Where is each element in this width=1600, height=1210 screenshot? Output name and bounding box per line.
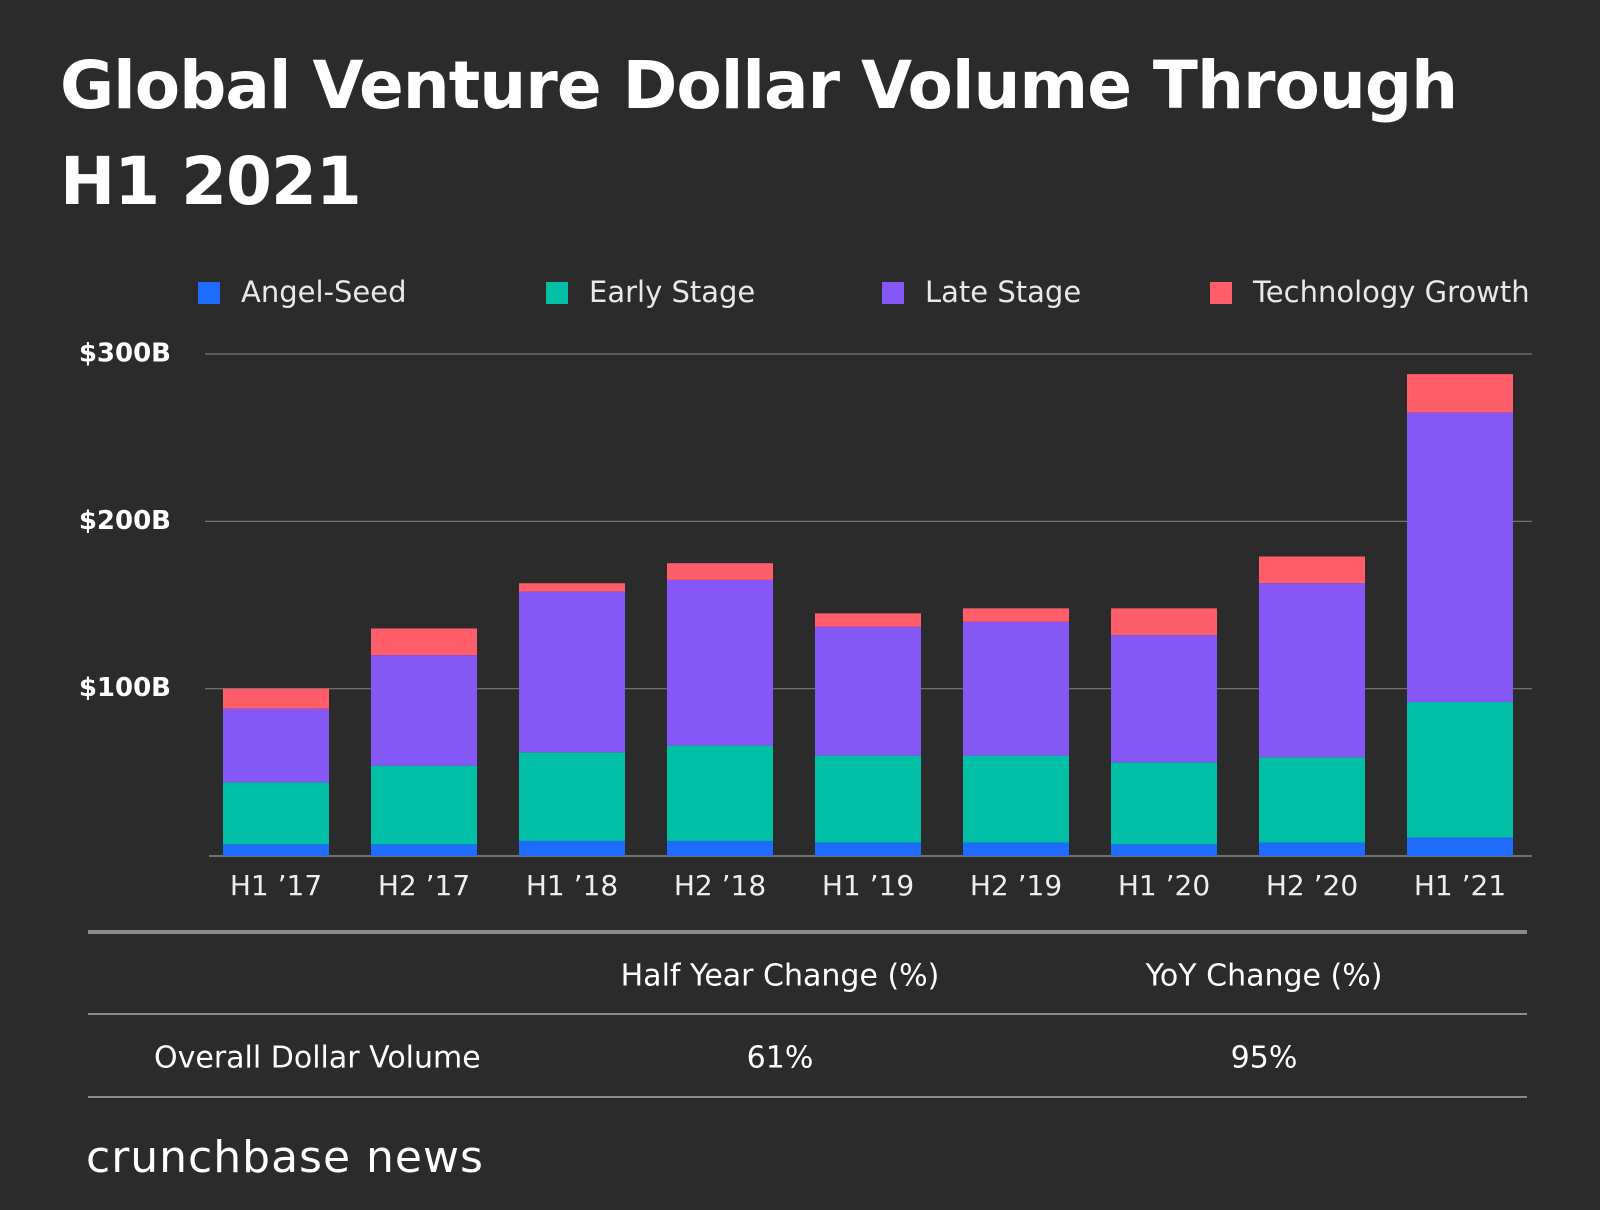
bar-segment: [667, 563, 773, 580]
bar-segment: [815, 755, 921, 843]
bar-segment: [519, 840, 625, 856]
bar-segment: [963, 608, 1069, 622]
bar-segment: [371, 765, 477, 845]
bar-segment: [371, 844, 477, 856]
bar-segment: [667, 579, 773, 746]
bar-segment: [1259, 556, 1365, 584]
bar-segment: [667, 745, 773, 841]
bar-segment: [1111, 635, 1217, 763]
bar-segment: [1259, 583, 1365, 758]
legend-label: Technology Growth: [1252, 275, 1530, 309]
x-tick-label: H1 ’21: [1414, 869, 1506, 902]
x-tick-label: H1 ’17: [230, 869, 322, 902]
legend-swatch: [198, 282, 220, 304]
table-header: YoY Change (%): [1145, 959, 1383, 994]
bar-segment: [963, 842, 1069, 856]
x-tick-label: H1 ’19: [822, 869, 914, 902]
bar-segment: [963, 621, 1069, 756]
bar-segment: [667, 840, 773, 856]
legend-label: Early Stage: [589, 275, 755, 309]
bar-segment: [1407, 837, 1513, 856]
table-cell: Overall Dollar Volume: [154, 1041, 481, 1076]
y-tick-label: $100B: [79, 673, 171, 703]
bar-segment: [223, 844, 329, 856]
bar-segment: [519, 752, 625, 841]
bar-segment: [223, 708, 329, 783]
table-cell: 61%: [747, 1041, 814, 1076]
bar-segment: [963, 755, 1069, 843]
y-tick-label: $200B: [79, 506, 171, 536]
x-tick-label: H2 ’17: [378, 869, 470, 902]
x-tick-label: H2 ’20: [1266, 869, 1358, 902]
x-tick-label: H1 ’20: [1118, 869, 1210, 902]
bar-segment: [519, 583, 625, 592]
bar-segment: [223, 688, 329, 709]
x-tick-label: H2 ’18: [674, 869, 766, 902]
table-cell: 95%: [1231, 1041, 1298, 1076]
bar-segment: [1111, 608, 1217, 636]
brand-logo: crunchbase news: [86, 1132, 484, 1183]
bar-segment: [1407, 412, 1513, 703]
bar-segment: [815, 626, 921, 756]
bar-segment: [815, 613, 921, 627]
x-tick-label: H1 ’18: [526, 869, 618, 902]
y-tick-label: $300B: [79, 339, 171, 369]
bar-segment: [1259, 757, 1365, 843]
bar-segment: [371, 628, 477, 656]
bar-segment: [1407, 702, 1513, 838]
bar-segment: [815, 842, 921, 856]
bar-segment: [223, 782, 329, 845]
bar-segment: [1407, 374, 1513, 413]
legend-swatch: [546, 282, 568, 304]
table-header: Half Year Change (%): [621, 959, 940, 994]
bar-segment: [1111, 844, 1217, 856]
legend-label: Late Stage: [925, 275, 1081, 309]
bar-segment: [519, 591, 625, 753]
chart-title: Global Venture Dollar Volume Through H1 …: [60, 47, 1458, 220]
bar-segment: [1259, 842, 1365, 856]
legend-label: Angel-Seed: [241, 275, 407, 309]
bar-segment: [371, 655, 477, 766]
legend-swatch: [1210, 282, 1232, 304]
legend-swatch: [882, 282, 904, 304]
x-tick-label: H2 ’19: [970, 869, 1062, 902]
bar-segment: [1111, 762, 1217, 845]
